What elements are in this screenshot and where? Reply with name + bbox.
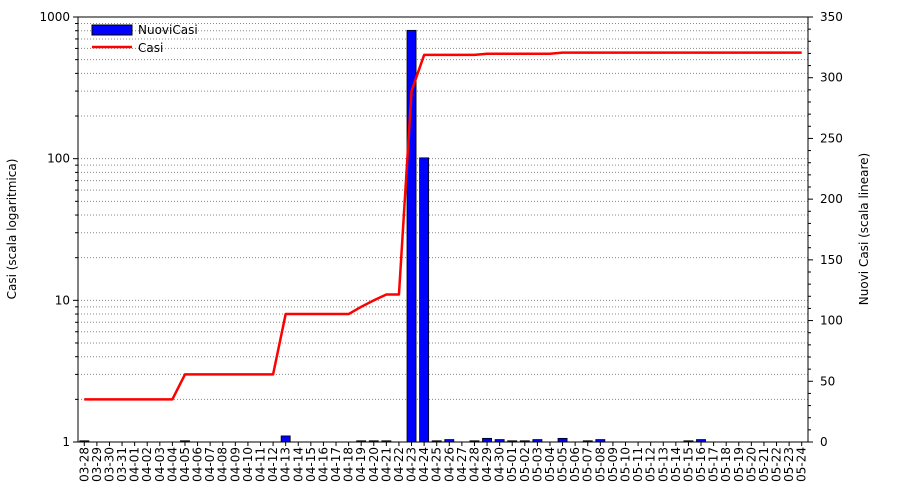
x-tick-label: 04-04: [165, 447, 179, 482]
x-tick-label: 05-02: [518, 447, 532, 482]
x-tick-label: 04-29: [480, 447, 494, 482]
x-tick-label: 05-12: [644, 447, 658, 482]
right-tick-label: 150: [820, 253, 843, 267]
x-tick-label: 05-18: [719, 447, 733, 482]
x-tick-label: 04-12: [266, 447, 280, 482]
x-tick-label: 05-20: [744, 447, 758, 482]
x-tick-label: 04-16: [316, 447, 330, 482]
x-tick-label: 04-19: [354, 447, 368, 482]
x-tick-label: 05-10: [619, 447, 633, 482]
right-tick-label: 300: [820, 71, 843, 85]
bar: [557, 437, 568, 443]
right-axis-title: Nuovi Casi (scala lineare): [857, 153, 871, 305]
x-tick-label: 04-28: [467, 447, 481, 482]
x-tick-label: 05-04: [543, 447, 557, 482]
x-tick-label: 05-05: [556, 447, 570, 482]
x-tick-label: 04-05: [178, 447, 192, 482]
x-tick-label: 03-31: [115, 447, 129, 482]
x-tick-label: 04-26: [442, 447, 456, 482]
grid: [78, 22, 808, 400]
x-tick-label: 04-06: [191, 447, 205, 482]
x-tick-label: 03-30: [102, 447, 116, 482]
right-axis: 0 50 100 150 200 250 300 350: [808, 10, 843, 449]
x-tick-label: 05-14: [669, 447, 683, 482]
x-tick-label: 05-21: [757, 447, 771, 482]
x-tick-label: 05-24: [795, 447, 809, 482]
x-tick-label: 04-08: [216, 447, 230, 482]
x-tick-label: 05-08: [593, 447, 607, 482]
x-tick-label: 05-22: [770, 447, 784, 482]
bar: [482, 437, 492, 443]
x-tick-label: 04-21: [379, 447, 393, 482]
x-tick-label: 05-23: [782, 447, 796, 482]
x-tick-label: 05-07: [581, 447, 595, 482]
x-tick-label: 04-03: [153, 447, 167, 482]
x-tick-label: 03-28: [77, 447, 91, 482]
x-tick-label: 05-19: [732, 447, 746, 482]
right-tick-label: 250: [820, 131, 843, 145]
x-tick-label: 04-10: [241, 447, 255, 482]
x-tick-label: 05-17: [707, 447, 721, 482]
right-tick-label: 0: [820, 435, 828, 449]
x-tick-label: 04-13: [279, 447, 293, 482]
x-tick-label: 05-11: [631, 447, 645, 482]
x-axis: 03-2803-2903-3003-3104-0104-0204-0304-04…: [77, 442, 809, 482]
legend: NuoviCasi Casi: [91, 23, 198, 55]
right-tick-label: 100: [820, 314, 843, 328]
x-tick-label: 04-02: [140, 447, 154, 482]
x-tick-label: 05-03: [530, 447, 544, 482]
x-tick-label: 04-20: [367, 447, 381, 482]
left-tick-label: 1000: [39, 10, 70, 24]
left-tick-label: 1: [62, 435, 70, 449]
x-tick-label: 04-07: [203, 447, 217, 482]
left-tick-label: 100: [47, 152, 70, 166]
right-tick-label: 50: [820, 374, 835, 388]
x-tick-label: 05-16: [694, 447, 708, 482]
left-axis-title: Casi (scala logaritmica): [5, 159, 19, 300]
x-tick-label: 05-09: [606, 447, 620, 482]
x-tick-label: 04-22: [392, 447, 406, 482]
bar: [280, 435, 291, 443]
x-tick-label: 05-06: [568, 447, 582, 482]
x-tick-label: 05-01: [505, 447, 519, 482]
left-axis: 1 10 100 1000: [39, 10, 78, 449]
x-tick-label: 04-09: [228, 447, 242, 482]
series-line-casi: [84, 51, 802, 401]
x-tick-label: 04-23: [405, 447, 419, 482]
x-tick-label: 04-25: [430, 447, 444, 482]
x-tick-label: 05-13: [656, 447, 670, 482]
line-series: [84, 51, 802, 401]
bar-series: [79, 29, 706, 443]
bar: [419, 157, 430, 443]
legend-label-nuovicasi: NuoviCasi: [138, 23, 198, 37]
x-tick-label: 04-01: [128, 447, 142, 482]
left-tick-label: 10: [55, 293, 70, 307]
x-tick-label: 04-14: [291, 447, 305, 482]
x-tick-label: 04-17: [329, 447, 343, 482]
x-tick-label: 04-18: [342, 447, 356, 482]
legend-swatch-bar: [91, 24, 133, 36]
x-tick-label: 04-24: [417, 447, 431, 482]
x-tick-label: 05-15: [681, 447, 695, 482]
x-tick-label: 04-27: [455, 447, 469, 482]
x-tick-label: 04-15: [304, 447, 318, 482]
plot-frame: [77, 16, 809, 443]
right-tick-label: 200: [820, 192, 843, 206]
x-tick-label: 03-29: [90, 447, 104, 482]
right-tick-label: 350: [820, 10, 843, 24]
x-tick-label: 04-30: [493, 447, 507, 482]
x-tick-label: 04-11: [254, 447, 268, 482]
legend-label-casi: Casi: [138, 41, 163, 55]
